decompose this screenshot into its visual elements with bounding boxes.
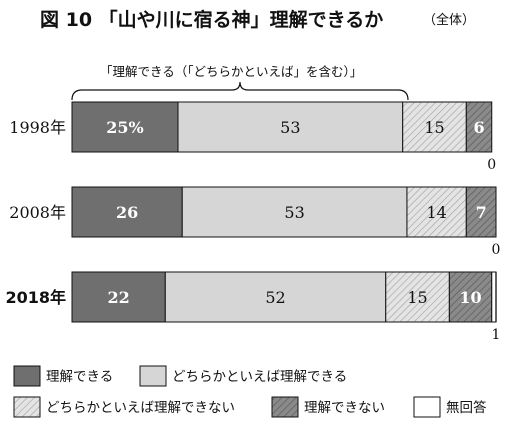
legend-swatch bbox=[413, 396, 441, 418]
data-label: 7 bbox=[476, 203, 487, 222]
data-label: 1 bbox=[492, 327, 501, 343]
category-label: 2008年 bbox=[9, 203, 66, 222]
brace bbox=[71, 81, 409, 101]
data-label: 15 bbox=[407, 288, 427, 307]
data-label: 25% bbox=[106, 118, 143, 137]
chart-title: 図 10 「山や川に宿る神」理解できるか bbox=[40, 8, 383, 31]
legend-swatch bbox=[13, 365, 41, 387]
bar-segment bbox=[164, 271, 387, 323]
bars-layer: 1998年 25% 53 15 6 0 2008年 26 53 14 7 0 2018年 22 52 15 10… bbox=[5, 101, 501, 343]
chart-subtitle: （全体） bbox=[423, 12, 475, 28]
data-label: 10 bbox=[459, 288, 481, 307]
legend-label: 理解できない bbox=[304, 400, 385, 416]
legend-label: 理解できる bbox=[46, 369, 113, 385]
bar-segment bbox=[177, 101, 404, 153]
bar-segment bbox=[71, 186, 183, 238]
legend-swatch bbox=[13, 396, 41, 418]
bar-segment bbox=[406, 186, 467, 238]
legend-label: どちらかといえば理解できる bbox=[172, 369, 347, 385]
legend-swatch bbox=[271, 396, 299, 418]
category-label: 2018年 bbox=[5, 288, 66, 307]
data-label: 26 bbox=[116, 203, 138, 222]
data-label: 53 bbox=[280, 118, 300, 137]
category-label: 1998年 bbox=[9, 118, 66, 137]
bar-segment bbox=[465, 101, 493, 153]
bar-segment bbox=[465, 186, 497, 238]
bar-segment bbox=[181, 186, 408, 238]
legend-label: 無回答 bbox=[446, 399, 487, 416]
bar-segment bbox=[448, 271, 493, 323]
bar-segment bbox=[71, 101, 179, 153]
legend-swatch bbox=[139, 365, 167, 387]
data-label: 0 bbox=[487, 157, 496, 173]
legend-label: どちらかといえば理解できない bbox=[46, 400, 235, 416]
data-label: 6 bbox=[473, 118, 484, 137]
bar-segment bbox=[71, 271, 166, 323]
bar-segment bbox=[402, 101, 467, 153]
brace-label: 「理解できる（「どちらかといえば」を含む）」 bbox=[100, 64, 362, 79]
data-label: 52 bbox=[265, 288, 285, 307]
data-label: 15 bbox=[424, 118, 444, 137]
data-label: 53 bbox=[284, 203, 304, 222]
data-label: 0 bbox=[492, 242, 501, 258]
data-label: 14 bbox=[426, 203, 446, 222]
data-label: 22 bbox=[108, 288, 130, 307]
